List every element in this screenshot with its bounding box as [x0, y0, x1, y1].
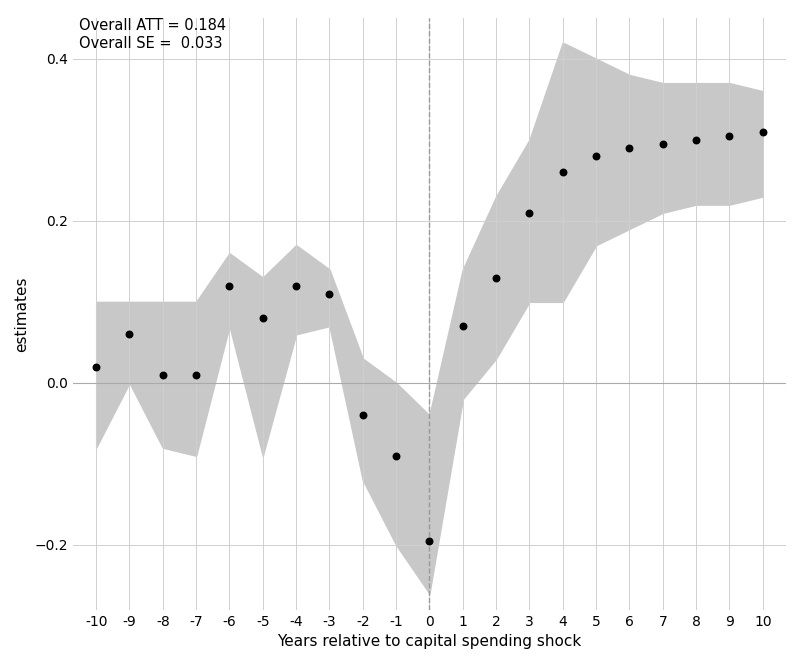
Point [323, 288, 336, 299]
Point [556, 167, 569, 178]
Point [456, 321, 469, 332]
Y-axis label: estimates: estimates [14, 276, 29, 352]
Point [656, 139, 669, 149]
Point [390, 450, 402, 461]
Text: Overall ATT = 0.184
Overall SE =  0.033: Overall ATT = 0.184 Overall SE = 0.033 [79, 19, 226, 51]
Point [123, 329, 136, 339]
Point [223, 280, 236, 291]
Point [623, 143, 636, 153]
Point [157, 369, 170, 380]
Point [490, 272, 502, 283]
Point [356, 410, 369, 420]
Point [190, 369, 202, 380]
Point [423, 536, 436, 546]
Point [756, 127, 769, 137]
Point [290, 280, 302, 291]
Point [690, 135, 702, 145]
Point [590, 151, 602, 161]
Point [523, 208, 536, 218]
Point [256, 313, 269, 324]
X-axis label: Years relative to capital spending shock: Years relative to capital spending shock [278, 634, 582, 649]
Point [723, 131, 736, 141]
Point [90, 361, 102, 372]
